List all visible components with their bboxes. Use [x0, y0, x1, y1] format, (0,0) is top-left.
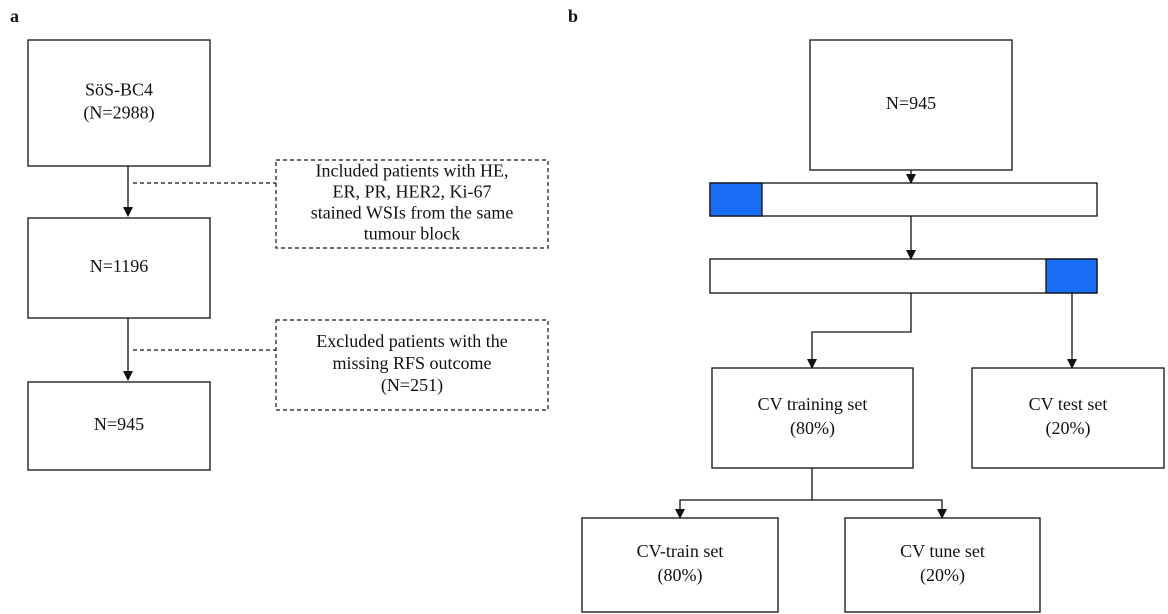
node-box	[711, 367, 914, 469]
node-text: CV-train set	[637, 541, 724, 561]
node-text: N=945	[94, 414, 144, 434]
node-text: CV training set	[758, 394, 868, 414]
node-text: (20%)	[920, 565, 965, 586]
panel-label: a	[10, 6, 19, 26]
node-text: ER, PR, HER2, Ki-67	[332, 182, 491, 202]
note-box	[275, 319, 549, 411]
node-text: Excluded patients with the	[316, 331, 507, 351]
node-text: SöS-BC4	[85, 80, 153, 100]
node-text: CV test set	[1029, 394, 1108, 414]
node-text: stained WSIs from the same	[311, 203, 514, 223]
node-text: N=945	[886, 93, 936, 113]
node-box	[581, 517, 779, 613]
node-text: tumour block	[364, 224, 461, 244]
node-text: (20%)	[1046, 418, 1091, 439]
node-text: (80%)	[658, 565, 703, 586]
panel-label: b	[568, 6, 578, 26]
node-box	[27, 381, 211, 471]
node-box	[809, 39, 1013, 171]
node-text: N=1196	[90, 256, 148, 276]
note-box	[275, 159, 549, 249]
connectors	[123, 166, 1077, 519]
node-text: (N=2988)	[83, 103, 154, 124]
node-text: missing RFS outcome	[332, 353, 491, 373]
node-text: (N=251)	[381, 375, 443, 396]
node-box	[27, 39, 211, 167]
node-text: (80%)	[790, 418, 835, 439]
node-box	[844, 517, 1041, 613]
node-text: Included patients with HE,	[316, 161, 509, 181]
node-box	[971, 367, 1165, 469]
node-box	[27, 217, 211, 319]
split-bars	[709, 182, 1098, 294]
node-text: CV tune set	[900, 541, 985, 561]
